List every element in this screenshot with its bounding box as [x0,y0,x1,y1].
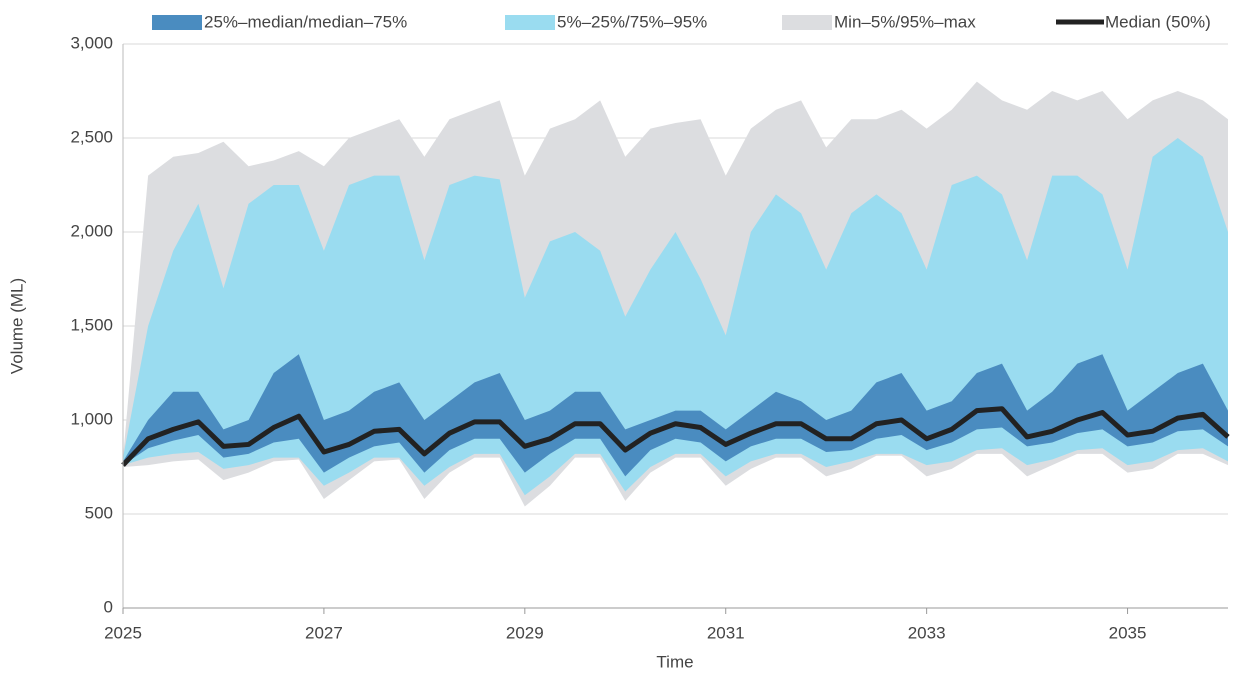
legend-swatch [782,15,832,30]
legend-label: Median (50%) [1105,12,1211,31]
x-tick-label: 2035 [1109,623,1147,642]
median-line [121,406,1230,467]
y-axis-label: Volume (ML) [7,278,26,374]
legend-swatch [152,15,202,30]
x-tick-label: 2027 [305,623,343,642]
legend-label: 25%–median/median–75% [204,12,407,31]
x-tick-label: 2031 [707,623,745,642]
x-tick-label: 2033 [908,623,946,642]
y-tick-label: 3,000 [70,33,113,52]
x-tick-label: 2025 [104,623,142,642]
legend-swatch [505,15,555,30]
y-tick-label: 1,000 [70,409,113,428]
x-axis-label: Time [656,652,693,671]
x-tick-label: 2029 [506,623,544,642]
legend-label: Min–5%/95%–max [834,12,976,31]
y-tick-label: 500 [85,503,113,522]
y-tick-label: 0 [104,597,113,616]
legend-label: 5%–25%/75%–95% [557,12,707,31]
y-tick-label: 1,500 [70,315,113,334]
y-tick-label: 2,000 [70,221,113,240]
y-tick-label: 2,500 [70,127,113,146]
band [123,354,1228,477]
